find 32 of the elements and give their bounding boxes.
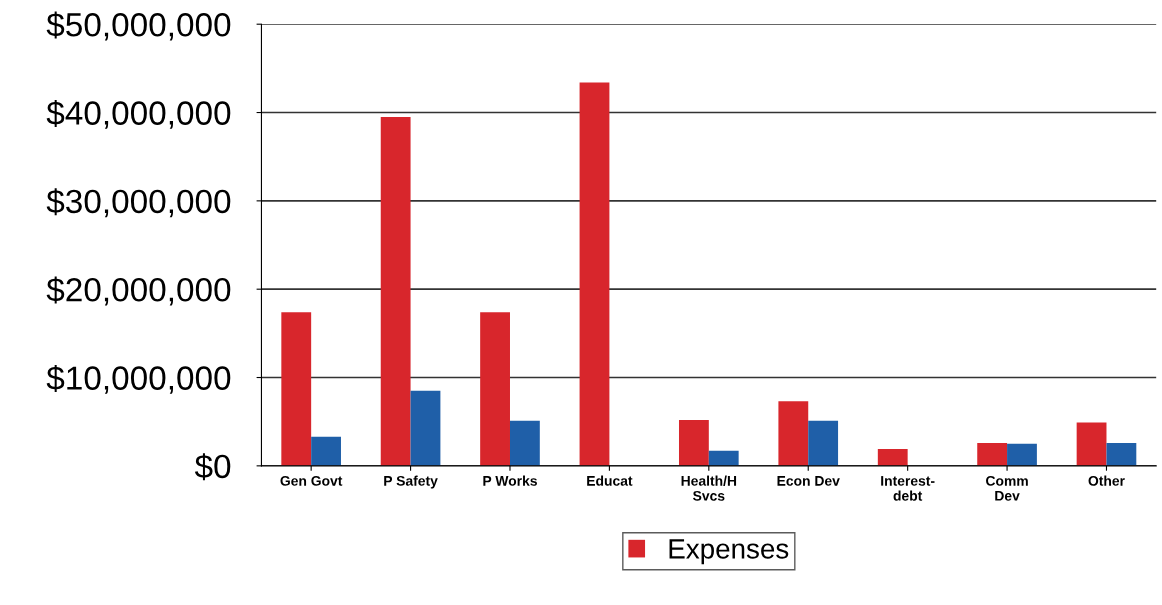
y-tick-label: $40,000,000 bbox=[46, 99, 231, 129]
y-tick-label: $10,000,000 bbox=[46, 364, 231, 394]
bar bbox=[380, 116, 411, 466]
bar bbox=[778, 401, 809, 466]
legend-label: Expenses bbox=[669, 539, 789, 565]
y-tick-label: $20,000,000 bbox=[46, 276, 231, 306]
bar bbox=[808, 420, 839, 466]
y-tick-label: $30,000,000 bbox=[46, 188, 231, 218]
bar bbox=[579, 82, 610, 466]
y-tick-label: $0 bbox=[194, 453, 231, 481]
x-tick-label: Interest- debt bbox=[881, 476, 935, 501]
x-tick-label: Educat bbox=[587, 475, 633, 486]
x-tick-label: Other bbox=[1088, 475, 1125, 486]
bar bbox=[877, 449, 908, 466]
x-tick-label: Comm Dev bbox=[986, 475, 1028, 501]
bar bbox=[679, 419, 709, 466]
x-tick-label: P Safety bbox=[384, 475, 438, 489]
x-tick-label: Econ Dev bbox=[777, 476, 840, 486]
bar bbox=[281, 312, 312, 466]
x-tick-label: P Works bbox=[483, 475, 537, 486]
bar bbox=[1007, 443, 1037, 466]
bar bbox=[311, 436, 341, 466]
bar bbox=[708, 450, 739, 466]
bar bbox=[1076, 422, 1107, 466]
x-tick-label: Health/H Svcs bbox=[681, 475, 737, 501]
bar bbox=[480, 312, 510, 466]
bar bbox=[977, 442, 1008, 466]
x-tick-label: Gen Govt bbox=[280, 475, 343, 486]
bar bbox=[410, 390, 441, 466]
bar bbox=[509, 420, 540, 466]
y-tick-label: $50,000,000 bbox=[46, 11, 231, 41]
bar bbox=[1106, 442, 1137, 466]
